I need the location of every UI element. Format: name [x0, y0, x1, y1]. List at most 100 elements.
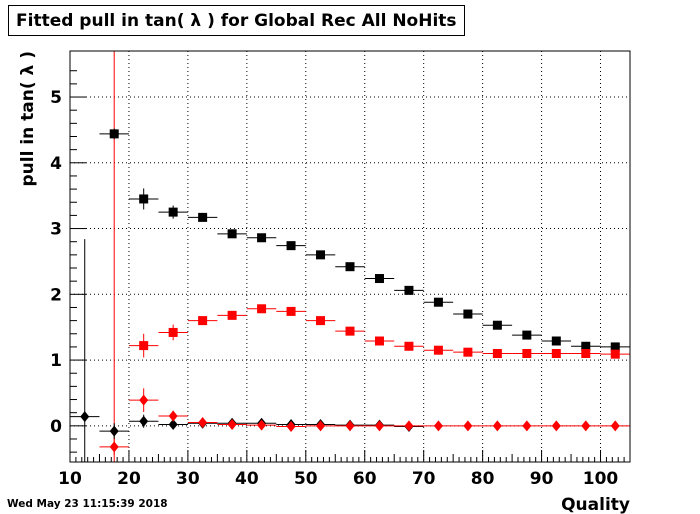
data-point — [364, 274, 395, 284]
data-point — [571, 420, 601, 432]
square-marker — [581, 348, 591, 358]
diamond-marker — [80, 411, 90, 423]
data-point — [335, 420, 365, 432]
square-marker — [345, 262, 355, 272]
x-tick-label: 50 — [294, 469, 318, 489]
square-marker — [198, 212, 208, 222]
square-marker — [345, 326, 355, 336]
diamond-marker — [227, 419, 237, 431]
square-marker — [168, 207, 178, 217]
square-marker — [257, 233, 267, 243]
data-point — [187, 212, 218, 222]
data-point — [600, 342, 630, 352]
data-point — [305, 420, 336, 432]
data-point — [394, 285, 424, 295]
data-point — [217, 229, 247, 239]
data-point — [70, 239, 100, 462]
square-marker — [492, 348, 502, 358]
diamond-marker — [316, 420, 326, 432]
data-point — [482, 348, 513, 358]
square-marker — [433, 345, 443, 355]
data-point — [571, 348, 601, 358]
square-marker — [168, 327, 178, 337]
data-point — [276, 420, 306, 432]
data-point — [394, 420, 424, 432]
data-point — [423, 297, 454, 307]
data-point — [217, 419, 247, 431]
data-point — [423, 345, 454, 355]
data-point — [512, 330, 542, 340]
square-marker — [316, 316, 326, 326]
diamond-marker — [374, 420, 384, 432]
data-point — [158, 205, 188, 219]
diamond-marker — [109, 425, 119, 437]
diamond-marker — [581, 420, 591, 432]
square-marker — [610, 349, 620, 359]
square-marker — [522, 330, 532, 340]
diamond-marker — [492, 420, 502, 432]
square-marker — [404, 341, 414, 351]
x-tick-label: 10 — [58, 469, 82, 489]
data-point — [335, 326, 365, 336]
square-marker — [463, 347, 473, 357]
data-point — [187, 417, 218, 429]
diamond-marker — [168, 410, 178, 422]
diamond-marker — [139, 394, 149, 406]
data-point — [453, 309, 483, 319]
square-marker — [286, 241, 296, 251]
data-point — [217, 310, 247, 320]
data-point — [158, 324, 188, 341]
data-point — [512, 420, 542, 432]
data-series — [70, 128, 630, 462]
square-marker — [227, 310, 237, 320]
y-tick-label: 0 — [50, 417, 62, 437]
data-point — [453, 347, 483, 357]
data-point — [305, 316, 336, 326]
diamond-marker — [139, 415, 149, 427]
y-tick-label: 2 — [50, 285, 62, 305]
data-point — [276, 241, 306, 251]
data-point — [99, 438, 129, 455]
square-marker — [581, 341, 591, 351]
diamond-marker — [286, 420, 296, 432]
square-marker — [286, 306, 296, 316]
x-tick-label: 80 — [471, 469, 495, 489]
square-marker — [316, 250, 326, 260]
diamond-marker — [404, 420, 414, 432]
y-tick-label: 5 — [50, 88, 62, 108]
square-marker — [433, 297, 443, 307]
square-marker — [198, 316, 208, 326]
x-tick-label: 30 — [176, 469, 200, 489]
x-tick-label: 90 — [530, 469, 554, 489]
data-point — [128, 333, 159, 358]
data-point — [364, 336, 395, 346]
diamond-marker — [345, 420, 355, 432]
diamond-marker — [198, 417, 208, 429]
diamond-marker — [551, 420, 561, 432]
square-marker — [404, 285, 414, 295]
data-point — [246, 304, 277, 314]
chart-title: Fitted pull in tan( λ ) for Global Rec A… — [16, 10, 457, 31]
data-point — [394, 341, 424, 351]
diamond-marker — [433, 420, 443, 432]
data-point — [423, 420, 454, 432]
data-point — [158, 410, 188, 422]
data-point — [187, 316, 218, 326]
y-tick-label: 3 — [50, 220, 62, 240]
diamond-marker — [257, 419, 267, 431]
data-point — [128, 388, 159, 413]
data-point — [571, 341, 601, 351]
data-point — [453, 420, 483, 432]
data-point — [158, 419, 188, 431]
y-tick-label: 1 — [50, 351, 62, 371]
chart-title-box: Fitted pull in tan( λ ) for Global Rec A… — [8, 5, 465, 36]
data-point — [128, 188, 159, 210]
square-marker — [551, 348, 561, 358]
data-point — [128, 414, 159, 428]
square-marker — [109, 129, 119, 139]
data-point — [99, 128, 129, 140]
data-point — [276, 306, 306, 316]
x-tick-label: 100 — [583, 469, 619, 489]
timestamp: Wed May 23 11:15:39 2018 — [7, 498, 168, 510]
y-tick-label: 4 — [50, 154, 62, 174]
